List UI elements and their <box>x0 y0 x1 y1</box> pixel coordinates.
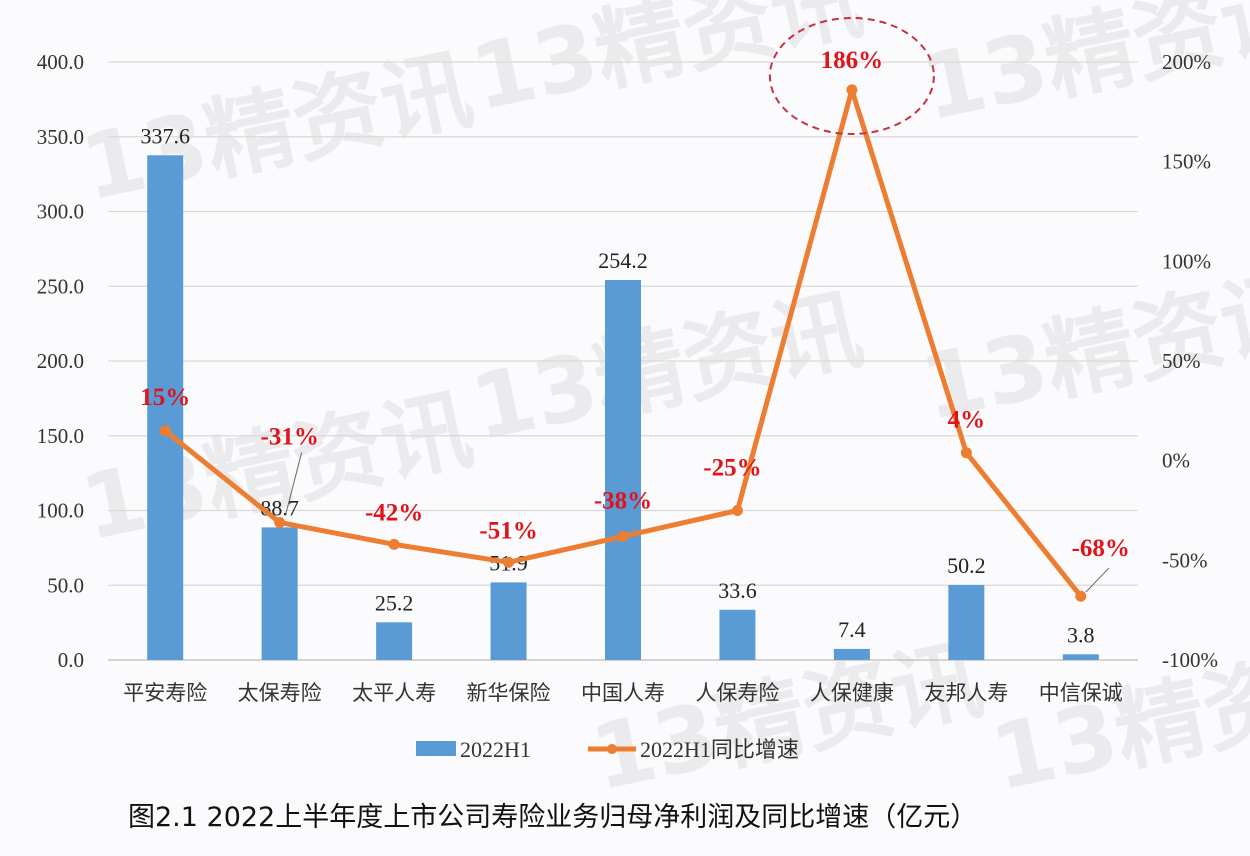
bar <box>261 527 298 660</box>
chart-title: 图2.1 2022上半年度上市公司寿险业务归母净利润及同比增速（亿元） <box>128 802 977 833</box>
category-label: 新华保险 <box>467 681 551 705</box>
right-axis-tick: -50% <box>1162 548 1208 572</box>
x-axis-categories: 平安寿险 太保寿险 太平人寿 新华保险 中国人寿 人保寿险 人保健康 友邦人寿 中信保诚 <box>123 681 1123 705</box>
bar <box>1062 654 1099 660</box>
growth-point <box>617 530 629 542</box>
legend: 2022H1 2022H1同比增速 <box>416 737 799 762</box>
growth-point <box>503 556 515 568</box>
left-axis-tick: 50.0 <box>47 573 84 597</box>
bar-series-2022h1 <box>147 155 1099 660</box>
right-axis-tick: 200% <box>1162 50 1211 74</box>
right-y-axis: -100% -50% 0% 50% 100% 150% 200% <box>1162 50 1218 672</box>
bar-value-label: 25.2 <box>375 590 414 615</box>
leader-line <box>1085 567 1110 593</box>
bar-value-label: 337.6 <box>140 123 190 148</box>
growth-value-label: -51% <box>479 517 537 544</box>
bar <box>376 622 413 660</box>
legend-line-label: 2022H1同比增速 <box>640 737 799 762</box>
growth-value-label: 4% <box>948 407 986 434</box>
growth-value-label: -25% <box>703 455 761 482</box>
bar-value-label: 88.7 <box>260 495 299 520</box>
legend-bar-swatch <box>416 741 456 756</box>
highlight-annotation <box>768 17 935 135</box>
category-label: 太保寿险 <box>238 681 322 705</box>
growth-point <box>731 505 743 516</box>
bar-value-label: 33.6 <box>718 578 757 603</box>
bar-value-label: 50.2 <box>947 553 986 578</box>
right-axis-tick: 0% <box>1162 449 1190 473</box>
right-axis-tick: -100% <box>1162 648 1218 672</box>
bar <box>948 584 985 660</box>
watermark-text: 13精资讯 <box>583 627 991 812</box>
watermark-text: 13精资讯 <box>463 277 871 462</box>
growth-value-label: 15% <box>140 384 190 411</box>
growth-point <box>274 516 286 528</box>
left-axis-tick: 350.0 <box>37 125 84 149</box>
right-axis-tick: 50% <box>1162 349 1201 373</box>
growth-value-label: -42% <box>365 499 423 526</box>
category-label: 中信保诚 <box>1039 681 1123 705</box>
leader-line <box>285 452 303 515</box>
category-label: 人保健康 <box>810 681 894 705</box>
left-axis-tick: 0.0 <box>58 648 84 672</box>
left-axis-tick: 300.0 <box>37 200 84 224</box>
growth-point <box>159 425 171 437</box>
left-axis-tick: 100.0 <box>37 499 84 523</box>
right-axis-tick: 100% <box>1162 249 1211 273</box>
watermark-text: 13精资讯 <box>73 37 481 222</box>
growth-value-label: -68% <box>1072 535 1130 562</box>
growth-point <box>960 447 972 459</box>
bar <box>719 609 756 660</box>
legend-line-marker <box>607 744 617 754</box>
left-y-axis: 0.0 50.0 100.0 150.0 200.0 250.0 300.0 350.0 400… <box>37 50 84 672</box>
bar <box>490 582 527 660</box>
growth-point <box>388 538 400 550</box>
left-axis-tick: 150.0 <box>37 424 84 448</box>
line-series-yoy-growth <box>159 84 1087 602</box>
category-label: 平安寿险 <box>123 681 207 705</box>
category-label: 人保寿险 <box>695 681 779 705</box>
category-label: 中国人寿 <box>581 681 665 705</box>
bar <box>147 155 184 660</box>
right-axis-tick: 150% <box>1162 150 1211 174</box>
left-axis-tick: 200.0 <box>37 349 84 373</box>
watermark-text: 13精资讯 <box>463 0 871 132</box>
left-axis-tick: 250.0 <box>37 274 84 298</box>
category-label: 友邦人寿 <box>924 681 1008 705</box>
bar <box>605 279 641 660</box>
growth-value-label: -38% <box>594 487 652 514</box>
bar-value-label: 3.8 <box>1067 622 1095 647</box>
bar-value-label: 254.2 <box>598 248 648 273</box>
highlight-dashed-circle <box>768 17 935 135</box>
line-data-labels: 15% -31% -42% -51% -38% -25% 186% 4% -68% <box>140 47 1130 593</box>
legend-bar-label: 2022H1 <box>460 737 531 762</box>
growth-point <box>1075 590 1087 602</box>
bar-data-labels: 337.688.725.251.9254.233.67.450.23.8 <box>140 123 1094 647</box>
growth-value-label: 186% <box>821 47 884 74</box>
bar <box>833 648 870 660</box>
growth-point <box>846 84 858 96</box>
bar-value-label: 7.4 <box>838 617 866 642</box>
category-label: 太平人寿 <box>352 681 436 705</box>
left-axis-tick: 400.0 <box>37 50 84 74</box>
growth-value-label: -31% <box>261 423 319 450</box>
